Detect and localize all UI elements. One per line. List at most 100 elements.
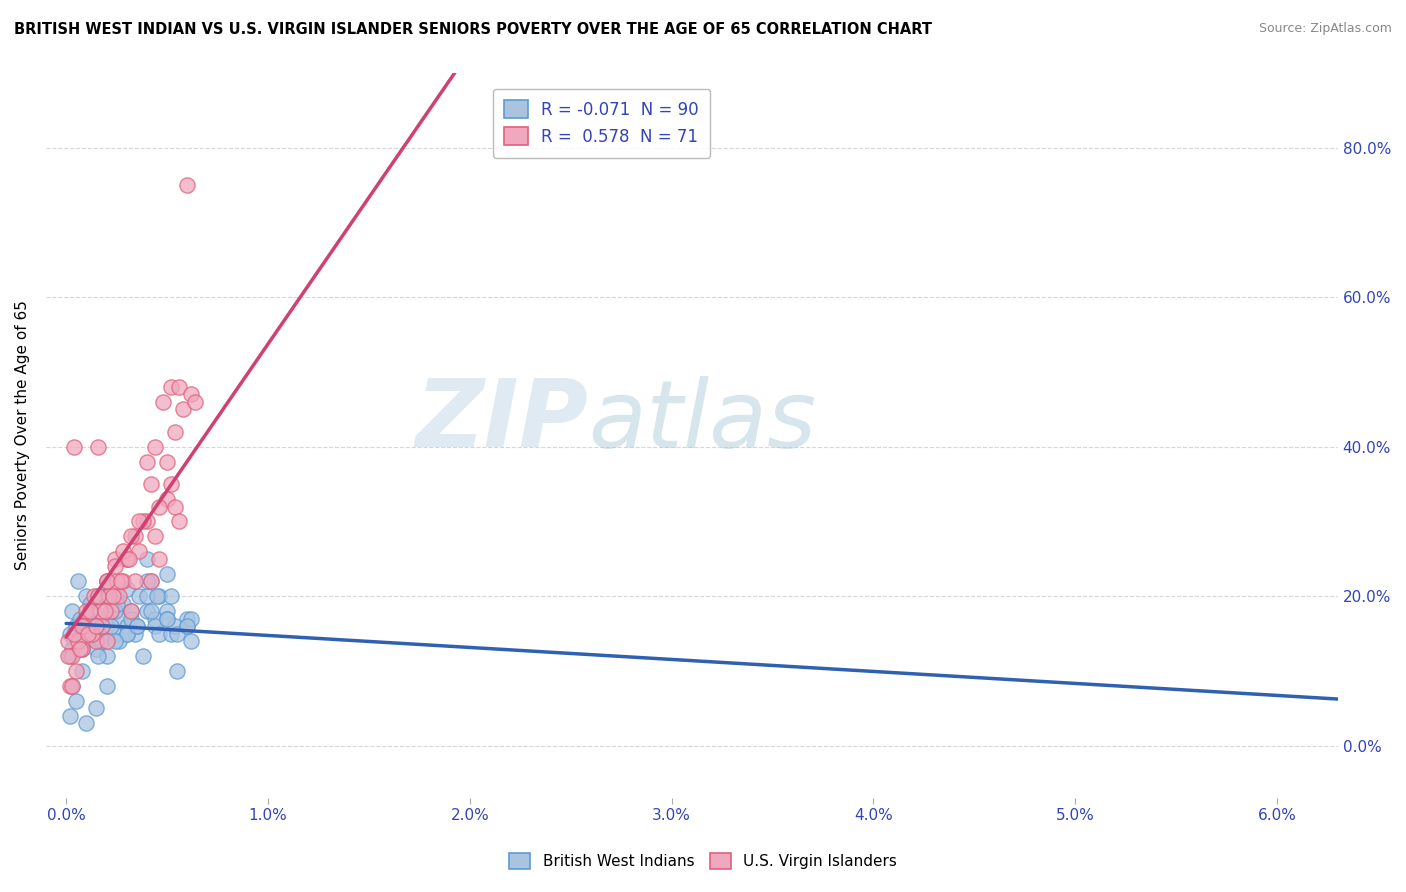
Point (104, 559, 127, 574)
Point (72, 664, 94, 678)
Point (176, 612, 198, 626)
Point (135, 589, 157, 603)
Point (86, 701, 108, 715)
Point (111, 597, 134, 611)
Point (56, 634, 79, 648)
Point (96, 648, 118, 663)
Point (120, 612, 142, 626)
Point (118, 552, 141, 566)
Point (135, 604, 157, 618)
Point (96, 574, 118, 589)
Point (176, 619, 198, 633)
Point (82, 626, 104, 640)
Point (96, 679, 118, 693)
Point (89, 634, 111, 648)
Point (72, 634, 94, 648)
Point (67, 574, 90, 589)
Point (111, 544, 134, 558)
Point (115, 552, 138, 566)
Point (72, 641, 94, 656)
Point (107, 589, 129, 603)
Point (167, 380, 190, 394)
Point (79, 604, 101, 618)
Point (60, 641, 83, 656)
Point (60, 679, 83, 693)
Point (91, 619, 114, 633)
Point (101, 589, 124, 603)
Point (124, 574, 146, 589)
Point (87, 612, 110, 626)
Point (60, 679, 83, 693)
Point (120, 604, 142, 618)
Point (72, 619, 94, 633)
Point (72, 641, 94, 656)
Point (56, 648, 79, 663)
Point (176, 619, 198, 633)
Text: BRITISH WEST INDIAN VS U.S. VIRGIN ISLANDER SENIORS POVERTY OVER THE AGE OF 65 C: BRITISH WEST INDIAN VS U.S. VIRGIN ISLAN… (14, 22, 932, 37)
Point (96, 619, 118, 633)
Point (143, 612, 166, 626)
Point (120, 529, 142, 543)
Point (75, 604, 97, 618)
Point (135, 552, 157, 566)
Text: atlas: atlas (589, 376, 817, 467)
Text: Source: ZipAtlas.com: Source: ZipAtlas.com (1258, 22, 1392, 36)
Point (63, 634, 86, 648)
Point (120, 604, 142, 618)
Point (104, 604, 127, 618)
Point (89, 604, 111, 618)
Point (82, 626, 104, 640)
Point (111, 574, 134, 589)
Point (97, 589, 120, 603)
Point (96, 574, 118, 589)
Point (165, 500, 187, 514)
Point (73, 634, 96, 648)
Point (146, 589, 169, 603)
Point (100, 619, 122, 633)
Point (65, 619, 87, 633)
Point (180, 387, 202, 401)
Point (156, 612, 179, 626)
Point (100, 604, 122, 618)
Point (73, 619, 96, 633)
Point (156, 491, 179, 506)
Point (128, 589, 150, 603)
Point (86, 619, 108, 633)
Point (100, 604, 122, 618)
Point (93, 604, 115, 618)
Point (86, 619, 108, 633)
Point (139, 604, 162, 618)
Point (165, 619, 187, 633)
Point (59, 709, 82, 723)
Point (75, 619, 97, 633)
Point (96, 634, 118, 648)
Point (75, 619, 97, 633)
Point (91, 634, 114, 648)
Point (128, 515, 150, 529)
Point (160, 589, 183, 603)
Point (166, 626, 188, 640)
Point (124, 626, 146, 640)
Point (166, 664, 188, 678)
Point (75, 589, 97, 603)
Legend: British West Indians, U.S. Virgin Islanders: British West Indians, U.S. Virgin Island… (503, 847, 903, 875)
Point (59, 648, 82, 663)
Point (104, 626, 127, 640)
Point (115, 626, 138, 640)
Point (67, 626, 90, 640)
Point (105, 574, 128, 589)
Point (83, 626, 105, 640)
Point (160, 626, 183, 640)
Y-axis label: Seniors Poverty Over the Age of 65: Seniors Poverty Over the Age of 65 (15, 301, 30, 571)
Point (96, 589, 118, 603)
Point (86, 641, 108, 656)
Point (82, 626, 104, 640)
Point (107, 634, 129, 648)
Point (135, 574, 157, 589)
Point (87, 648, 110, 663)
Point (148, 626, 170, 640)
Point (156, 566, 179, 581)
Point (87, 589, 110, 603)
Point (60, 648, 83, 663)
Point (115, 626, 138, 640)
